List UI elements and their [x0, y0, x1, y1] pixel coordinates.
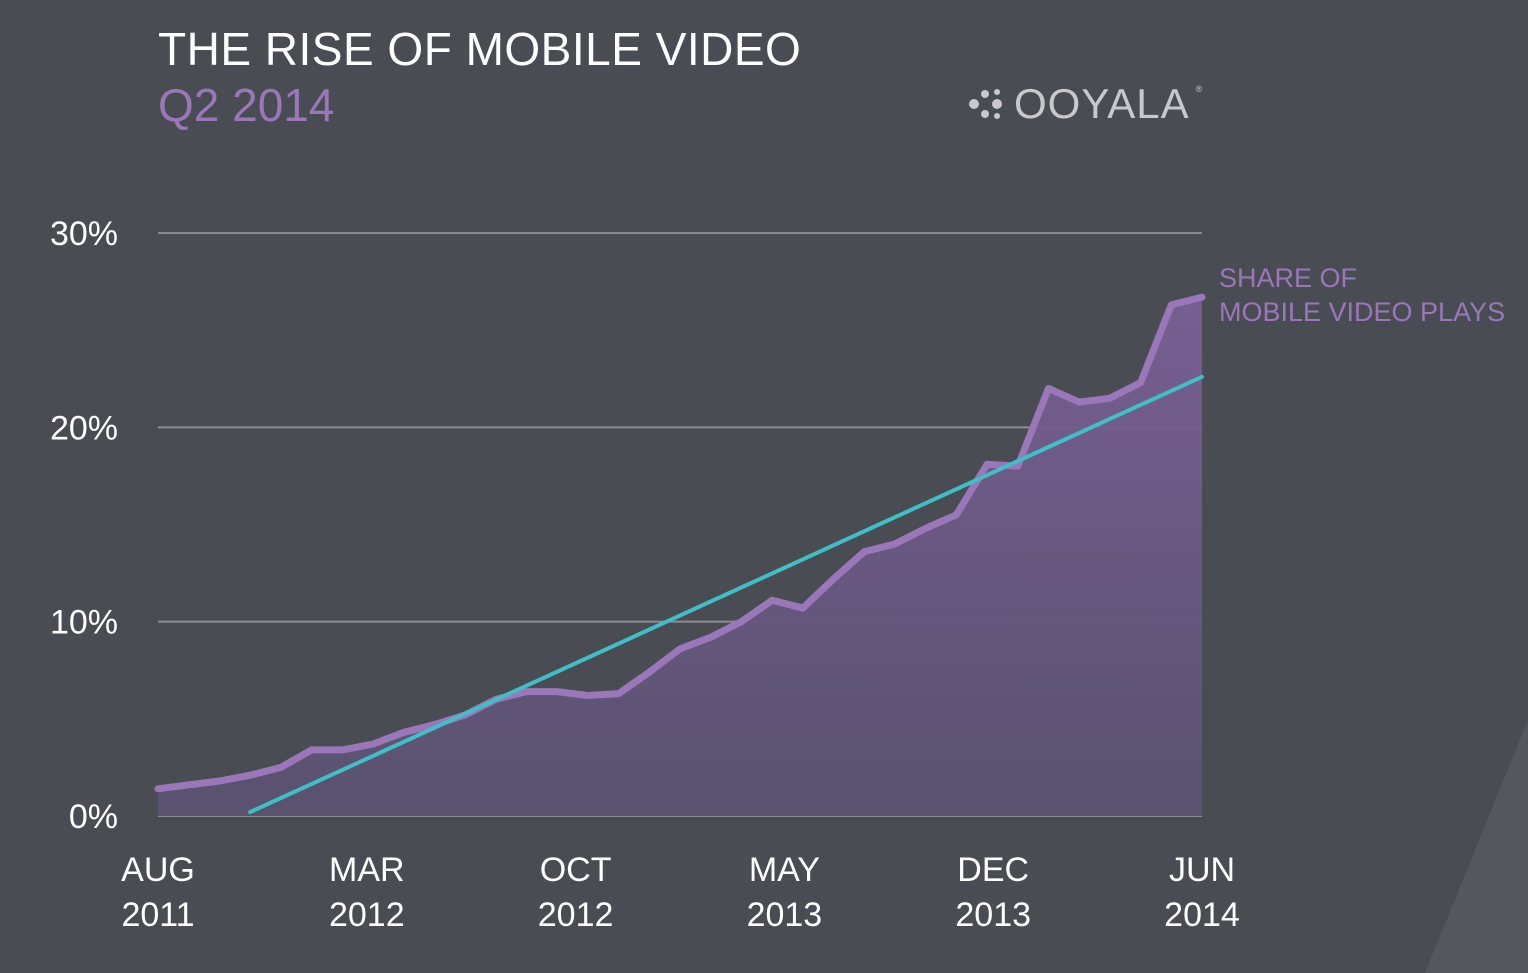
- logo-registered-mark: ®: [1195, 84, 1203, 94]
- chart-subtitle: Q2 2014: [158, 79, 335, 131]
- data-point: [402, 730, 406, 734]
- x-tick-month: MAY: [749, 851, 820, 889]
- y-tick-label: 10%: [50, 604, 118, 642]
- x-tick-month: AUG: [121, 851, 195, 889]
- y-tick-label: 0%: [69, 798, 118, 836]
- x-tick-month: OCT: [540, 851, 612, 889]
- data-point: [862, 550, 866, 554]
- x-tick-month: JUN: [1169, 851, 1235, 889]
- series-area: [158, 297, 1202, 816]
- x-tick-year: 2014: [1164, 896, 1240, 934]
- series-lines: [154, 293, 1206, 815]
- x-axis-ticks: AUG 2011 MAR 2012 OCT 2012 MAY 2013 DEC 2013 JUN 20…: [121, 851, 1240, 934]
- y-axis-ticks: 0% 10% 20% 30%: [50, 215, 118, 836]
- x-tick-year: 2013: [955, 896, 1031, 934]
- logo-text: OOYALA: [1014, 80, 1190, 127]
- data-point: [770, 598, 774, 602]
- data-point: [1077, 400, 1081, 404]
- chart-title: THE RISE OF MOBILE VIDEO: [158, 23, 802, 75]
- y-tick-label: 20%: [50, 409, 118, 447]
- data-point: [924, 526, 928, 530]
- data-point: [279, 765, 283, 769]
- trend-line: [248, 374, 1204, 815]
- data-point: [739, 620, 743, 624]
- data-point: [371, 742, 375, 746]
- data-point: [1139, 381, 1143, 385]
- ooyala-logo: OOYALA ®: [966, 80, 1202, 128]
- data-point: [647, 670, 651, 674]
- data-point: [156, 787, 160, 791]
- x-tick-year: 2011: [121, 896, 194, 934]
- data-point: [678, 647, 682, 651]
- data-point: [187, 783, 191, 787]
- data-point: [954, 513, 958, 517]
- x-tick-year: 2013: [747, 896, 823, 934]
- data-point: [709, 635, 713, 639]
- x-tick-month: MAR: [329, 851, 405, 889]
- data-point: [1016, 464, 1020, 468]
- data-point: [617, 692, 621, 696]
- y-tick-label: 30%: [50, 215, 118, 253]
- series-label-line: SHARE OF: [1219, 263, 1357, 293]
- series-area-fill: [158, 297, 1202, 816]
- data-point: [893, 542, 897, 546]
- logo-dots-icon: [969, 89, 1002, 119]
- x-tick-year: 2012: [538, 896, 614, 934]
- data-point: [1108, 396, 1112, 400]
- data-point: [1169, 303, 1173, 307]
- data-point: [310, 748, 314, 752]
- series-labels: SHARE OF MOBILE VIDEO PLAYS: [1219, 263, 1505, 327]
- data-point: [248, 773, 252, 777]
- data-point: [340, 748, 344, 752]
- data-point: [217, 779, 221, 783]
- data-point: [832, 577, 836, 581]
- x-tick-month: DEC: [957, 851, 1029, 889]
- data-point: [985, 462, 989, 466]
- data-point: [801, 606, 805, 610]
- data-point: [586, 694, 590, 698]
- data-point: [1046, 386, 1050, 390]
- x-tick-year: 2012: [329, 896, 405, 934]
- data-point: [524, 690, 528, 694]
- data-point: [1200, 295, 1204, 299]
- data-point: [555, 690, 559, 694]
- series-label-line: MOBILE VIDEO PLAYS: [1219, 297, 1505, 327]
